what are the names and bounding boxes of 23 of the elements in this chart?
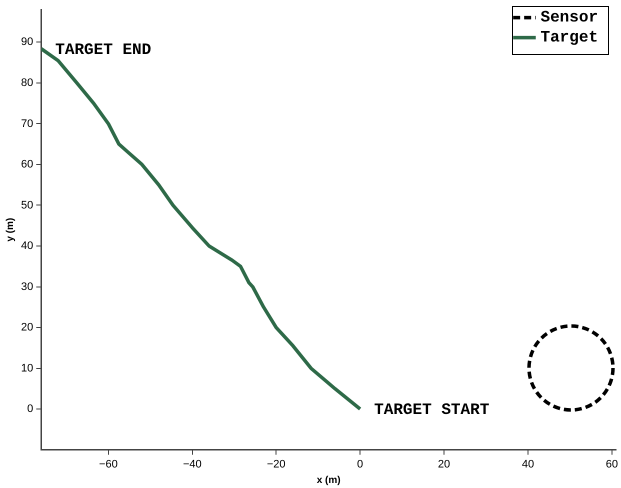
annotation: Sensor [540, 8, 598, 27]
y-tick-label: 30 [20, 280, 34, 293]
y-tick-label: 70 [20, 118, 34, 130]
legend-label: Target [540, 28, 598, 47]
x-tick-label: 60 [606, 458, 618, 470]
x-tick-label: −20 [266, 458, 286, 470]
x-tick-label: 20 [438, 458, 450, 470]
x-tick-label: −40 [182, 458, 202, 470]
x-tick-label: 0 [357, 458, 364, 470]
y-axis-title: y (m) [4, 218, 16, 242]
y-tick-label: 0 [27, 403, 34, 416]
x-tick-label: −60 [99, 458, 118, 470]
y-tick-label: 60 [20, 158, 34, 171]
annotation: TARGET END [55, 40, 152, 59]
y-tick-label: 50 [20, 199, 34, 212]
y-tick-label: 90 [20, 36, 34, 48]
y-tick-label: 80 [20, 77, 34, 89]
x-axis-title: x (m) [316, 474, 341, 486]
y-tick-label: 10 [20, 362, 34, 374]
annotation: TARGET START [374, 401, 490, 420]
y-tick-label: 20 [20, 322, 34, 334]
y-tick-label: 40 [20, 240, 34, 252]
x-tick-label: 40 [522, 458, 534, 470]
